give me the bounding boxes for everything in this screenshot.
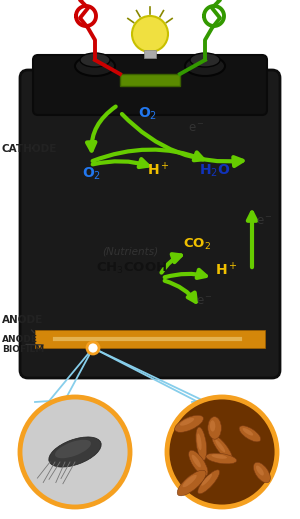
Text: ANODE: ANODE <box>2 315 43 333</box>
Ellipse shape <box>210 420 215 432</box>
Ellipse shape <box>175 415 203 432</box>
Ellipse shape <box>177 470 206 496</box>
Bar <box>120 74 180 86</box>
Ellipse shape <box>254 462 270 483</box>
Ellipse shape <box>185 56 225 76</box>
Ellipse shape <box>212 454 227 459</box>
Bar <box>35 160 265 340</box>
Ellipse shape <box>190 53 220 67</box>
Circle shape <box>132 16 168 52</box>
Circle shape <box>87 342 99 354</box>
Text: O$_2$: O$_2$ <box>82 166 102 182</box>
Ellipse shape <box>215 440 225 453</box>
Text: (Nutrients): (Nutrients) <box>102 247 158 257</box>
Text: e$^-$: e$^-$ <box>196 295 213 308</box>
Ellipse shape <box>80 53 110 67</box>
Text: ANODE
BIOFILM: ANODE BIOFILM <box>2 335 44 354</box>
Ellipse shape <box>55 440 91 458</box>
Ellipse shape <box>183 475 197 487</box>
Text: H$_2$O: H$_2$O <box>199 163 231 180</box>
Text: O$_2$: O$_2$ <box>138 106 158 122</box>
Ellipse shape <box>192 455 201 468</box>
Ellipse shape <box>256 466 264 475</box>
Ellipse shape <box>196 427 207 460</box>
FancyBboxPatch shape <box>20 70 280 378</box>
Text: CO$_2$: CO$_2$ <box>183 237 211 252</box>
Ellipse shape <box>201 474 212 486</box>
FancyBboxPatch shape <box>33 55 267 115</box>
Bar <box>35 138 265 160</box>
Text: e$^-$: e$^-$ <box>188 122 205 135</box>
Text: H$^+$: H$^+$ <box>147 161 169 178</box>
Ellipse shape <box>206 453 237 464</box>
Bar <box>35 330 265 348</box>
Text: e$^-$: e$^-$ <box>256 215 273 228</box>
Ellipse shape <box>239 426 261 442</box>
Bar <box>35 88 265 138</box>
Ellipse shape <box>49 437 101 467</box>
Text: H$^+$: H$^+$ <box>215 261 238 278</box>
Text: CATHODE: CATHODE <box>2 144 57 154</box>
Text: CH$_3$COOH: CH$_3$COOH <box>96 261 167 276</box>
Ellipse shape <box>198 470 220 494</box>
Circle shape <box>167 397 277 507</box>
Ellipse shape <box>75 56 115 76</box>
Ellipse shape <box>180 418 194 426</box>
Ellipse shape <box>243 428 253 435</box>
Ellipse shape <box>212 435 232 461</box>
Circle shape <box>20 397 130 507</box>
Bar <box>144 50 156 58</box>
Ellipse shape <box>197 433 202 450</box>
Ellipse shape <box>189 450 208 476</box>
Ellipse shape <box>208 417 221 439</box>
